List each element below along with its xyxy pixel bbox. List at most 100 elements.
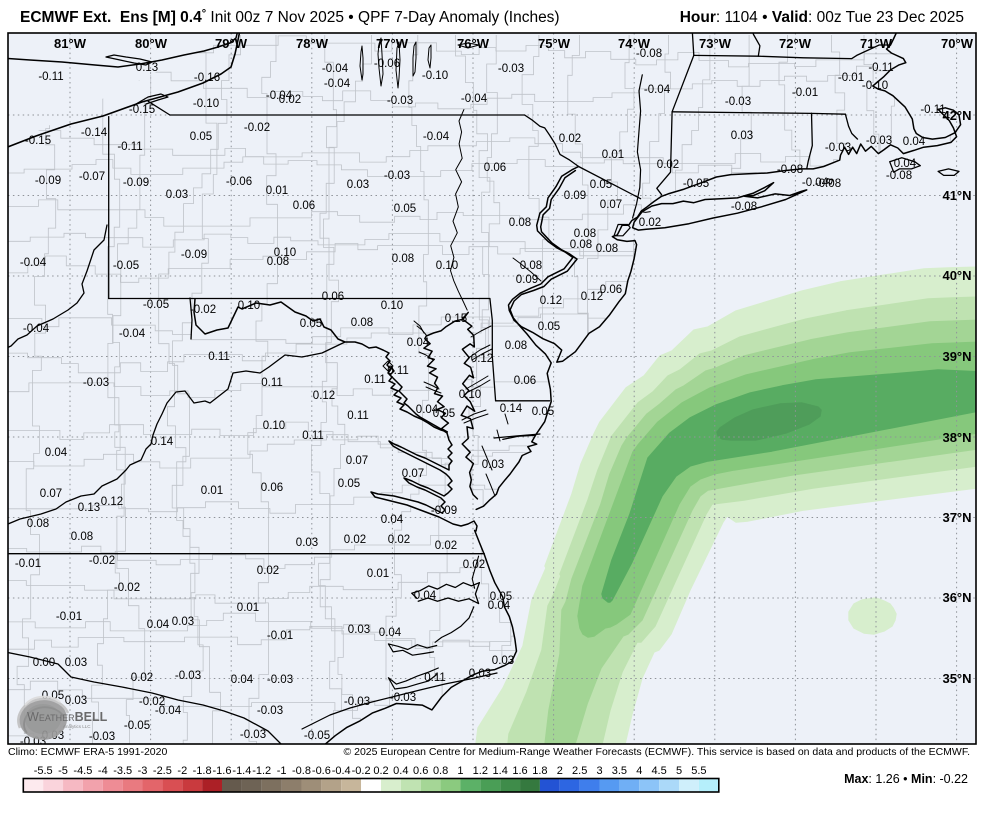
svg-text:-1.2: -1.2 — [252, 765, 271, 777]
svg-text:-1.6: -1.6 — [213, 765, 232, 777]
svg-text:0.12: 0.12 — [101, 496, 123, 508]
svg-text:0.04: 0.04 — [894, 158, 917, 170]
svg-text:-0.02: -0.02 — [89, 555, 115, 567]
svg-text:0.05: 0.05 — [433, 408, 455, 420]
svg-text:0.08: 0.08 — [509, 217, 531, 229]
svg-text:0.13: 0.13 — [78, 502, 100, 514]
svg-text:-0.10: -0.10 — [422, 70, 448, 82]
svg-text:-0.15: -0.15 — [129, 104, 155, 116]
svg-text:ECMWF Ext. Ens [M] 0.4° Init: ECMWF Ext. Ens [M] 0.4° Init 00z 7 Nov 2… — [20, 8, 560, 26]
svg-text:-0.01: -0.01 — [792, 87, 818, 99]
svg-text:0.6: 0.6 — [413, 765, 428, 777]
svg-text:3: 3 — [596, 765, 602, 777]
svg-text:0.06: 0.06 — [484, 162, 506, 174]
svg-text:-0.02: -0.02 — [190, 304, 216, 316]
svg-text:-0.04: -0.04 — [802, 177, 829, 189]
svg-text:0.09: 0.09 — [516, 274, 538, 286]
svg-text:-1.8: -1.8 — [193, 765, 212, 777]
svg-text:0.02: 0.02 — [388, 534, 410, 546]
svg-text:0.11: 0.11 — [424, 672, 446, 684]
svg-text:0.03: 0.03 — [172, 616, 194, 628]
svg-text:0.05: 0.05 — [532, 406, 554, 418]
svg-text:-0.04: -0.04 — [644, 84, 671, 96]
svg-text:0.08: 0.08 — [351, 317, 373, 329]
svg-text:39°N: 39°N — [942, 349, 971, 364]
svg-text:-0.05: -0.05 — [683, 178, 709, 190]
svg-text:0.08: 0.08 — [596, 243, 618, 255]
svg-text:-0.05: -0.05 — [124, 720, 150, 732]
svg-text:0.08: 0.08 — [570, 239, 592, 251]
svg-text:-0.08: -0.08 — [731, 201, 757, 213]
svg-text:0.10: 0.10 — [459, 389, 481, 401]
svg-text:1.4: 1.4 — [493, 765, 508, 777]
svg-text:-0.04: -0.04 — [423, 131, 450, 143]
svg-text:0.05: 0.05 — [394, 203, 416, 215]
svg-text:-0.03: -0.03 — [83, 377, 109, 389]
svg-text:Hour: 1104 • Valid: 00z Tue 23: Hour: 1104 • Valid: 00z Tue 23 Dec 2025 — [680, 9, 964, 26]
svg-text:-0.07: -0.07 — [79, 171, 105, 183]
svg-text:-0.06: -0.06 — [374, 58, 400, 70]
svg-text:0.05: 0.05 — [190, 131, 212, 143]
svg-text:75°W: 75°W — [538, 36, 571, 51]
svg-text:-0.03: -0.03 — [20, 736, 46, 748]
svg-text:42°N: 42°N — [942, 108, 971, 123]
svg-text:-1.4: -1.4 — [232, 765, 251, 777]
svg-text:0.06: 0.06 — [322, 291, 344, 303]
svg-text:0.10: 0.10 — [274, 247, 296, 259]
svg-text:0.06: 0.06 — [293, 200, 315, 212]
svg-text:-0.03: -0.03 — [390, 692, 416, 704]
svg-text:72°W: 72°W — [779, 36, 812, 51]
svg-text:-0.05: -0.05 — [113, 260, 139, 272]
svg-text:-0.16: -0.16 — [194, 72, 220, 84]
svg-text:78°W: 78°W — [296, 36, 329, 51]
svg-text:0.10: 0.10 — [436, 260, 458, 272]
svg-text:81°W: 81°W — [54, 36, 87, 51]
svg-text:0.04: 0.04 — [45, 447, 68, 459]
svg-text:-0.15: -0.15 — [25, 135, 51, 147]
svg-text:-0.09: -0.09 — [431, 505, 457, 517]
svg-text:0.04: 0.04 — [903, 136, 926, 148]
svg-text:0.05: 0.05 — [490, 591, 512, 603]
svg-text:5: 5 — [676, 765, 682, 777]
svg-text:0.11: 0.11 — [261, 377, 283, 389]
svg-text:-0.04: -0.04 — [155, 705, 182, 717]
svg-text:4.5: 4.5 — [651, 765, 666, 777]
svg-text:0.11: 0.11 — [387, 365, 409, 377]
svg-text:-0.04: -0.04 — [23, 323, 50, 335]
svg-text:0.15: 0.15 — [445, 313, 467, 325]
svg-text:0.04: 0.04 — [381, 514, 404, 526]
svg-text:0.09: 0.09 — [564, 190, 586, 202]
svg-text:-0.03: -0.03 — [175, 670, 201, 682]
svg-text:-0.01: -0.01 — [838, 72, 864, 84]
svg-text:-0.04: -0.04 — [322, 63, 349, 75]
svg-text:37°N: 37°N — [942, 510, 971, 525]
svg-text:-0.05: -0.05 — [304, 730, 330, 742]
svg-text:0.2: 0.2 — [373, 765, 388, 777]
svg-text:-0.10: -0.10 — [862, 80, 888, 92]
svg-text:0.03: 0.03 — [65, 695, 87, 707]
svg-text:0.04: 0.04 — [407, 337, 430, 349]
svg-text:0.08: 0.08 — [505, 340, 527, 352]
svg-text:-0.11: -0.11 — [920, 104, 945, 116]
svg-text:0.03: 0.03 — [469, 668, 491, 680]
svg-text:0.02: 0.02 — [131, 672, 153, 684]
svg-text:36°N: 36°N — [942, 590, 971, 605]
svg-text:-0.08: -0.08 — [636, 48, 662, 60]
svg-text:4: 4 — [636, 765, 642, 777]
svg-text:0.8: 0.8 — [433, 765, 448, 777]
svg-text:0.02: 0.02 — [279, 94, 301, 106]
svg-text:0.05: 0.05 — [538, 321, 560, 333]
svg-text:77°W: 77°W — [376, 36, 409, 51]
svg-text:0.01: 0.01 — [602, 149, 624, 161]
svg-text:-0.08: -0.08 — [886, 170, 912, 182]
svg-text:0.05: 0.05 — [300, 318, 322, 330]
svg-text:0.14: 0.14 — [151, 436, 174, 448]
svg-text:0.03: 0.03 — [296, 537, 318, 549]
svg-text:-0.03: -0.03 — [267, 674, 293, 686]
svg-text:0.03: 0.03 — [65, 657, 87, 669]
svg-text:-0.10: -0.10 — [193, 98, 219, 110]
svg-text:1.2: 1.2 — [473, 765, 488, 777]
svg-text:-0.03: -0.03 — [866, 135, 892, 147]
svg-text:74°W: 74°W — [618, 36, 651, 51]
svg-text:41°N: 41°N — [942, 188, 971, 203]
